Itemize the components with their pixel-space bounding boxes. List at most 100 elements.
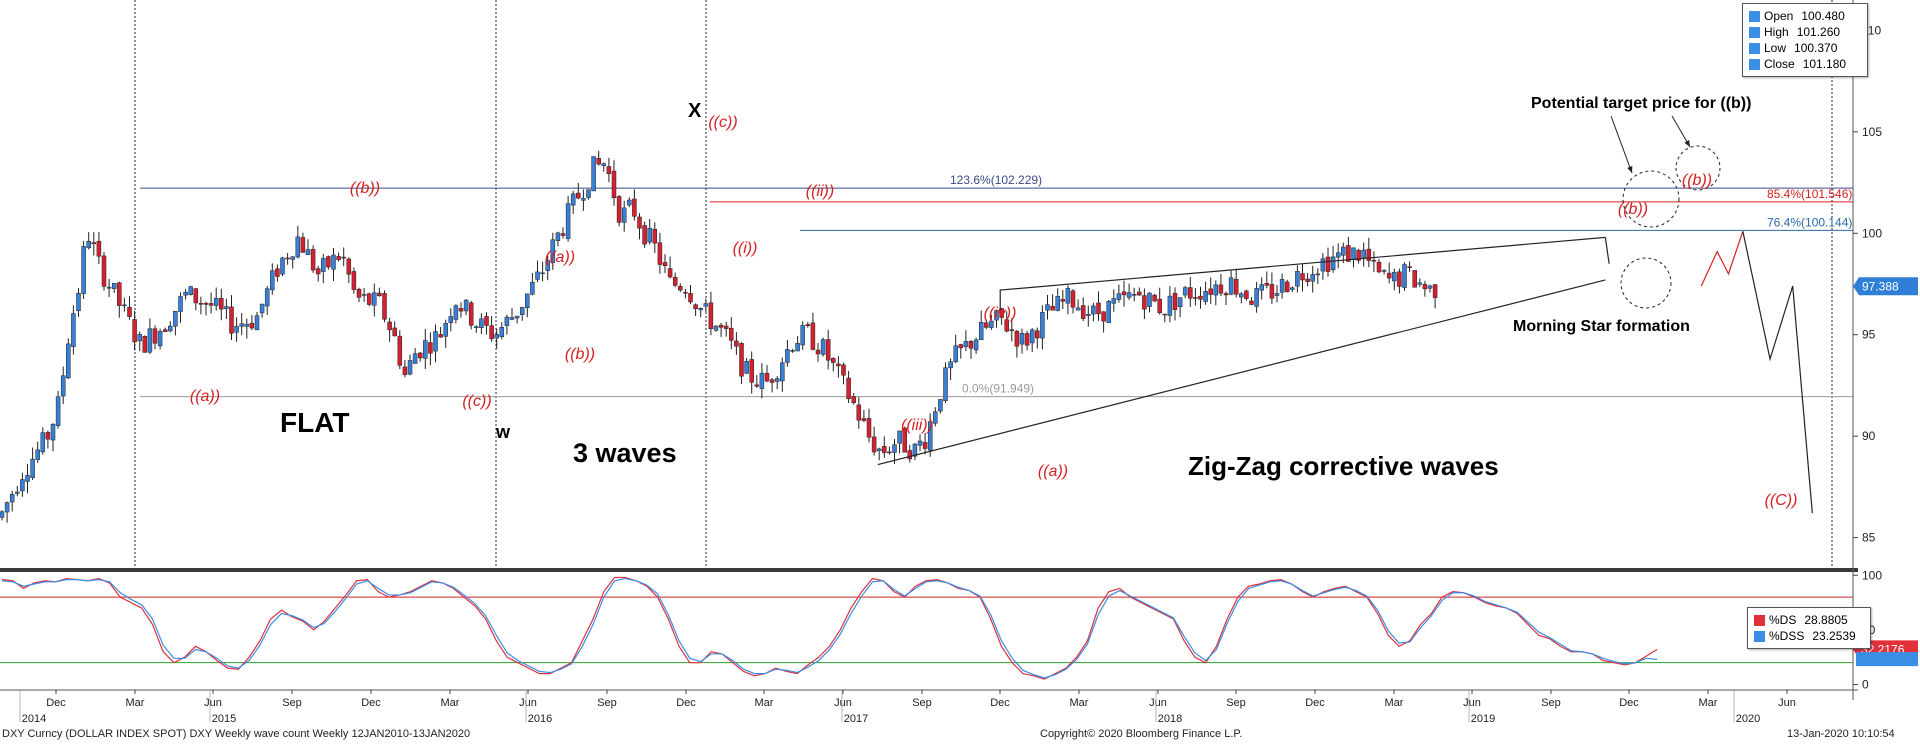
candle [963, 330, 969, 352]
candle [361, 288, 367, 302]
stoch-y-tick-label: 100 [1862, 568, 1882, 582]
candle [632, 189, 637, 221]
month-tick-label: Jun [834, 697, 852, 709]
candle [285, 253, 290, 265]
candle [1228, 270, 1234, 296]
candle [346, 257, 352, 283]
candle [1193, 288, 1198, 306]
legend-swatch [1749, 10, 1760, 22]
candle [402, 359, 408, 378]
candle [127, 296, 132, 320]
candle [672, 272, 678, 288]
stochastic-panel [0, 576, 1853, 680]
year-tick-label: 2014 [22, 713, 46, 725]
stoch-last-tag: 32.2176 [1853, 640, 1918, 667]
candle [729, 317, 734, 350]
candle [1055, 288, 1060, 312]
month-tick-label: Jun [204, 697, 222, 709]
candle [40, 427, 46, 455]
candle [106, 278, 112, 298]
wave-label: ((b)) [1682, 172, 1712, 189]
candle [321, 253, 326, 284]
candle [86, 232, 91, 250]
y-tick-label: 105 [1862, 125, 1882, 139]
candle [479, 313, 484, 335]
candle [943, 362, 948, 403]
month-tick-label: Jun [519, 697, 537, 709]
candle [1351, 247, 1356, 268]
candle [1121, 280, 1127, 307]
last-price-tag: 97.388 [1853, 277, 1918, 296]
legend-swatch [1749, 42, 1760, 54]
candle [1427, 284, 1433, 293]
fib-level-label: 0.0%(91.949) [962, 382, 1034, 396]
candle [66, 338, 71, 380]
candle [1295, 265, 1300, 293]
ohlc-legend: Open 100.480 High 101.260 Low 100.370 Close 101… [1742, 3, 1868, 77]
candle [1284, 279, 1290, 293]
candle [1075, 299, 1081, 311]
wave-label: ((C)) [1765, 492, 1798, 509]
candle [81, 240, 86, 299]
candle [1106, 299, 1111, 323]
candle [871, 426, 877, 456]
candle [1218, 273, 1224, 297]
candle [693, 303, 698, 316]
candle [887, 446, 892, 455]
candle [1264, 271, 1270, 289]
candle [922, 432, 928, 455]
candle [795, 336, 800, 352]
candle [744, 358, 749, 375]
candle [718, 322, 724, 337]
candle [448, 308, 454, 332]
candle [933, 407, 938, 427]
candle [1376, 259, 1382, 274]
candle [570, 190, 576, 214]
candle [30, 447, 35, 480]
legend-value: 28.8805 [1804, 613, 1848, 627]
candle [152, 325, 158, 350]
candle [407, 354, 413, 376]
month-tick-label: Jun [1149, 697, 1167, 709]
candle [244, 318, 250, 339]
price-panel: 123.6%(102.229) 85.4%(101.546) 76.4%(100.1… [0, 0, 1858, 572]
candle [912, 442, 918, 461]
candle [545, 255, 550, 281]
candle [468, 300, 474, 330]
chart-annotation: w [495, 422, 511, 442]
candle [1060, 290, 1066, 310]
candle [76, 287, 81, 317]
fib-level-label: 76.4%(100.144) [1767, 215, 1852, 229]
candle [9, 490, 15, 512]
candle [927, 413, 933, 457]
candle [688, 285, 693, 305]
candle [1157, 287, 1162, 315]
candle [417, 351, 423, 362]
month-tick-label: Sep [282, 697, 302, 709]
candle [627, 197, 632, 208]
candle [122, 297, 127, 312]
candle [132, 310, 137, 351]
candle [25, 463, 30, 494]
candle [596, 150, 601, 166]
candle [188, 285, 193, 296]
candle [621, 200, 627, 232]
month-tick-label: Mar [126, 697, 145, 709]
candle [1249, 297, 1254, 306]
year-tick-label: 2018 [1158, 713, 1182, 725]
candle [678, 283, 683, 293]
candle [310, 245, 316, 273]
candle [499, 322, 505, 340]
panel-separator [0, 568, 1858, 572]
candle [489, 316, 494, 342]
candle [1208, 277, 1213, 304]
candle [168, 321, 173, 333]
candle [96, 232, 102, 265]
candle [882, 436, 887, 458]
wave-label: ((iii)) [901, 417, 933, 434]
legend-row: %DSS 23.2539 [1754, 628, 1864, 644]
wave-label: ((c)) [708, 114, 737, 131]
candle [111, 283, 117, 293]
candle [1407, 261, 1412, 273]
candle [1040, 305, 1045, 350]
